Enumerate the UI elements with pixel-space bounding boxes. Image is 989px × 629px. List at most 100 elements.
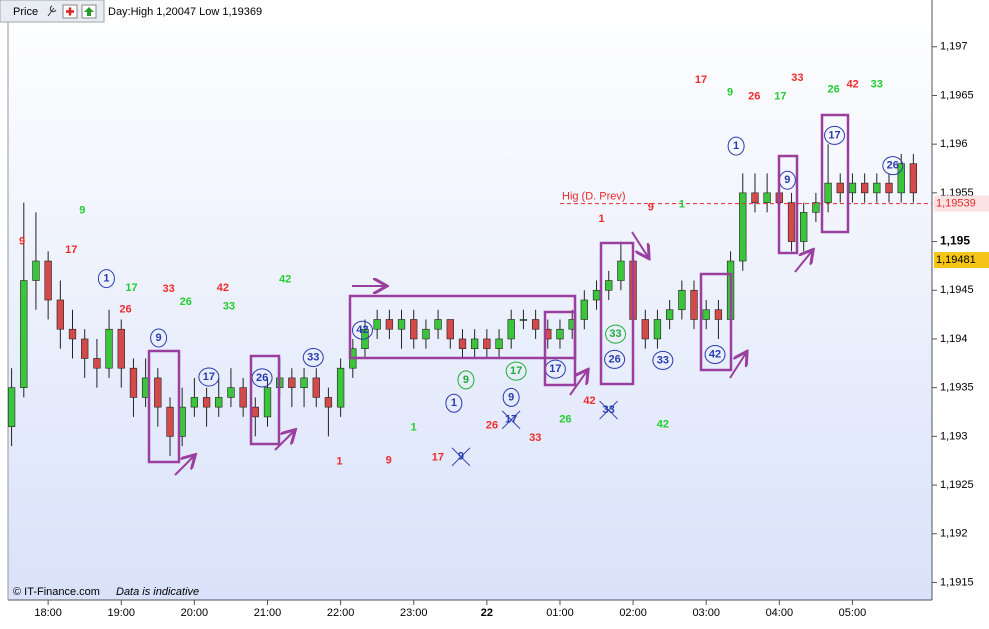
- annotation: 1: [733, 140, 739, 152]
- annotation-circle: [502, 387, 520, 407]
- candle-body: [312, 377, 320, 398]
- annotation: 42: [847, 79, 859, 91]
- candle-body: [68, 328, 77, 340]
- arrow: [729, 353, 746, 379]
- candle-body: [873, 182, 881, 194]
- y-tick-label: 1,197: [940, 41, 968, 53]
- candle-body: [458, 338, 467, 350]
- arrow: [174, 456, 194, 476]
- candle-body: [410, 319, 418, 340]
- candle-body: [434, 319, 442, 330]
- x-tick-label: 04:00: [766, 607, 794, 619]
- candle-body: [824, 182, 832, 203]
- plot-background: [8, 0, 932, 600]
- annotation: 17: [203, 371, 215, 383]
- x-tick-label: 21:00: [254, 607, 282, 619]
- candle-body: [617, 260, 625, 281]
- candle-body: [678, 289, 686, 311]
- y-tick-label: 1,1945: [940, 284, 974, 296]
- highlight-box: [699, 272, 733, 372]
- reference-tag-label: 1,19539: [936, 197, 976, 209]
- close-glyph: [66, 7, 74, 16]
- candle-body: [20, 280, 28, 388]
- candle-body: [215, 397, 223, 408]
- annotation-circle: [727, 136, 745, 156]
- candle-body: [93, 358, 101, 369]
- expand-glyph: [84, 7, 94, 16]
- candle-body: [129, 367, 138, 398]
- candle-body: [385, 319, 394, 330]
- y-tick-label: 1,1915: [940, 576, 974, 588]
- annotation: 1: [411, 422, 417, 434]
- candle-body: [800, 212, 808, 242]
- y-tick-label: 1,1965: [940, 89, 974, 101]
- candle-body: [422, 328, 430, 340]
- y-tick-label: 1,194: [940, 333, 968, 345]
- chart-title: Day:High 1,20047 Low 1,19369: [108, 6, 262, 18]
- candle-body: [885, 182, 893, 194]
- candle-body: [56, 299, 65, 330]
- candle-body: [909, 163, 918, 194]
- highlight-boxes: [147, 113, 850, 464]
- annotation: 17: [65, 244, 77, 256]
- annotation: 33: [529, 432, 541, 444]
- annotation-cross: [599, 400, 618, 420]
- x-tick-label: 22: [481, 607, 493, 619]
- x-tick-label: 22:00: [327, 607, 355, 619]
- annotation: 26: [608, 353, 620, 365]
- x-tick-label: 01:00: [546, 607, 574, 619]
- last-price-label: 1,19481: [936, 254, 976, 266]
- annotation: 9: [727, 86, 733, 98]
- arrow: [631, 231, 648, 257]
- annotation: 9: [508, 391, 514, 403]
- tool-icon[interactable]: [47, 5, 57, 17]
- annotation: 17: [125, 282, 137, 294]
- panel-label: Price: [13, 6, 38, 18]
- x-tick-label: 23:00: [400, 607, 428, 619]
- annotation-circle: [457, 370, 475, 390]
- annotation: 26: [256, 372, 268, 384]
- candle-body: [495, 338, 503, 350]
- highlight-box: [777, 154, 799, 255]
- annotation: 26: [486, 420, 498, 432]
- annotation: 26: [180, 296, 192, 308]
- candle-body: [836, 182, 844, 194]
- annotation: 17: [828, 129, 840, 141]
- annotation: 33: [871, 79, 883, 91]
- annotation: 26: [748, 90, 760, 102]
- candle-body: [641, 319, 649, 340]
- candle-body: [117, 328, 125, 369]
- annotation-circle: [351, 320, 373, 340]
- candle-body: [605, 280, 613, 291]
- candle-body: [336, 367, 345, 408]
- annotation: 9: [19, 235, 25, 247]
- annotation-circle: [824, 125, 846, 145]
- candle-body: [690, 289, 698, 320]
- annotation: 33: [609, 328, 621, 340]
- annotation: 42: [279, 273, 291, 285]
- candle-body: [288, 377, 296, 388]
- last-price-tag: [934, 252, 989, 269]
- candle-body: [860, 182, 869, 194]
- candle-body: [714, 309, 723, 320]
- annotation: 33: [657, 354, 669, 366]
- highlight-box: [147, 349, 181, 464]
- x-tick-label: 20:00: [181, 607, 209, 619]
- annotation: 9: [784, 174, 790, 186]
- annotation-circle: [445, 393, 463, 413]
- annotation-circle: [652, 350, 674, 370]
- annotation: 1: [679, 198, 685, 210]
- x-tick-label: 05:00: [839, 607, 867, 619]
- annotation: 9: [386, 455, 392, 467]
- annotation-circle: [97, 269, 115, 289]
- annotation: 17: [774, 90, 786, 102]
- annotation: 42: [657, 419, 669, 431]
- candle-body: [531, 319, 540, 330]
- candle-body: [787, 202, 796, 242]
- toolbar-icons: [47, 4, 97, 19]
- annotation: 9: [156, 332, 162, 344]
- x-tick-label: 19:00: [107, 607, 135, 619]
- candle-body: [166, 406, 174, 437]
- candle-body: [251, 406, 259, 418]
- candle-body: [227, 387, 235, 398]
